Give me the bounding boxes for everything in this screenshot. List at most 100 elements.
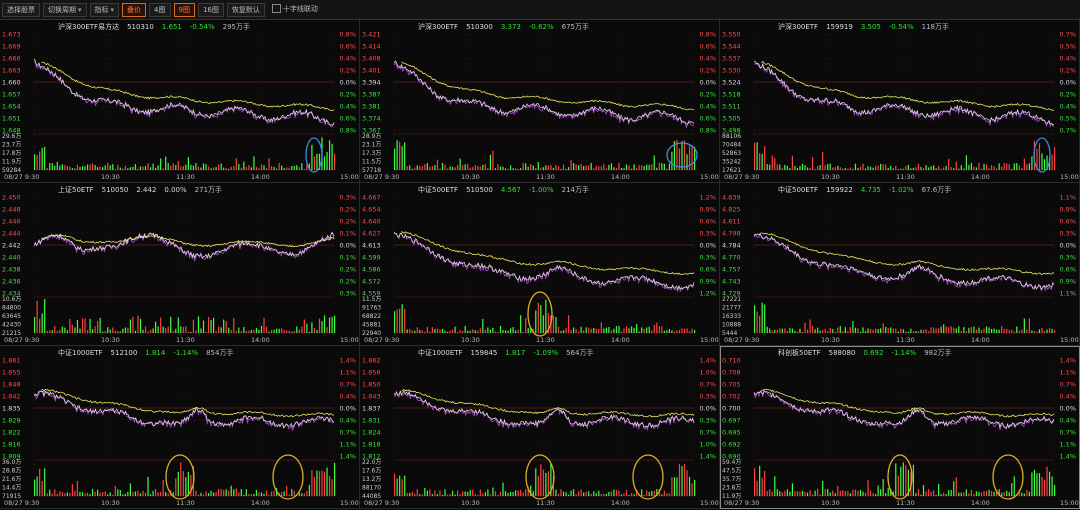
percent-tick-label: 0.0% (1059, 79, 1076, 87)
volume-bar (784, 490, 786, 496)
volume-bar (200, 167, 202, 170)
price-tick-label: 0.690 (722, 453, 741, 461)
volume-bar (912, 167, 915, 170)
volume-bar (240, 488, 242, 496)
volume-bar (89, 494, 91, 496)
volume-bar (935, 328, 937, 333)
volume-bar (781, 328, 783, 333)
percent-tick-label: 0.3% (699, 417, 716, 425)
volume-bar (200, 492, 202, 496)
price-tick-label: 1.809 (2, 453, 21, 461)
chart-panel-510310[interactable]: 1.673 1.669 1.666 1.663 1.660 1.657 1.654 1.651… (0, 20, 360, 183)
intraday-chart[interactable]: 2.450 2.448 2.446 2.444 2.442 2.440 2.438 2.436… (0, 183, 360, 346)
volume-bar (61, 491, 63, 496)
volume-bar (1046, 329, 1048, 333)
price-tick-label: 3.421 (362, 31, 381, 39)
price-tick-label: 1.855 (2, 369, 21, 377)
volume-bar (399, 475, 401, 496)
highlight-circle (305, 137, 323, 173)
chart-panel-510500[interactable]: 4.667 4.654 4.640 4.627 4.613 4.599 4.586 4.572… (360, 183, 720, 346)
volume-bar (902, 462, 904, 496)
volume-bar (258, 492, 260, 496)
intraday-chart[interactable]: 1.861 1.855 1.848 1.842 1.835 1.829 1.822 1.816… (0, 346, 360, 509)
intraday-chart[interactable]: 4.667 4.654 4.640 4.627 4.613 4.599 4.586 4.572… (360, 183, 720, 346)
volume-bar (152, 328, 154, 333)
toolbar-button-2[interactable]: 指标 ▾ (89, 2, 120, 17)
time-tick-label: 11:30 (176, 499, 195, 507)
volume-bar (1011, 329, 1013, 333)
volume-bar (270, 329, 273, 333)
volume-bar (331, 479, 333, 496)
volume-bar (59, 329, 61, 333)
volume-bar (175, 478, 177, 496)
volume-bar (245, 489, 247, 496)
volume-bar (283, 168, 285, 170)
volume-tick-label: 47.5万 (722, 468, 741, 475)
volume-bar (94, 165, 96, 170)
toolbar-button-0[interactable]: 选择股票 (2, 2, 40, 17)
chart-panel-159922[interactable]: 4.839 4.825 4.811 4.798 4.784 4.770 4.757 4.743… (720, 183, 1080, 346)
checkbox-icon[interactable] (271, 4, 281, 13)
intraday-chart[interactable]: 1.673 1.669 1.666 1.663 1.660 1.657 1.654 1.651… (0, 20, 360, 183)
intraday-chart[interactable]: 0.710 0.708 0.705 0.702 0.700 0.697 0.695 0.692… (720, 346, 1080, 509)
toolbar-button-7[interactable]: 恢复默认 (226, 2, 265, 17)
toolbar-button-1[interactable]: 切换周期 ▾ (43, 2, 87, 17)
volume-bar (686, 470, 688, 496)
chart-panel-159919[interactable]: 3.550 3.544 3.537 3.530 3.524 3.518 3.511 3.505… (720, 20, 1080, 183)
volume-bar (613, 328, 615, 333)
percent-tick-label: 0.3% (1059, 254, 1076, 262)
volume-bar (190, 475, 192, 496)
volume-bar (414, 330, 416, 333)
volume-bar (769, 489, 771, 496)
chart-panel-588080[interactable]: 0.710 0.708 0.705 0.702 0.700 0.697 0.695 0.692… (720, 346, 1080, 509)
volume-bar (451, 329, 454, 333)
intraday-chart[interactable]: 4.839 4.825 4.811 4.798 4.784 4.770 4.757 4.743… (720, 183, 1080, 346)
intraday-chart[interactable]: 3.550 3.544 3.537 3.530 3.524 3.518 3.511 3.505… (720, 20, 1080, 183)
toolbar-button-4[interactable]: 4图 (149, 2, 171, 17)
volume-bar (265, 490, 268, 496)
volume-bar (970, 162, 973, 170)
toolbar-button-6[interactable]: 16图 (197, 2, 224, 17)
percent-tick-label: 0.7% (699, 381, 716, 389)
volume-bar (54, 325, 56, 333)
chart-panel-159845[interactable]: 1.862 1.856 1.850 1.843 1.837 1.831 1.824 1.818… (360, 346, 720, 509)
volume-bar (46, 493, 48, 496)
volume-bar (864, 331, 867, 333)
volume-bar (1003, 328, 1005, 333)
volume-bar (842, 330, 844, 333)
volume-bar (218, 489, 220, 496)
chart-panel-510050[interactable]: 2.450 2.448 2.446 2.444 2.442 2.440 2.438 2.436… (0, 183, 360, 346)
volume-bar (265, 326, 268, 333)
volume-bar (515, 168, 517, 170)
percent-tick-label: 0.5% (1059, 115, 1076, 123)
volume-bar (313, 156, 316, 170)
panel-header: 中证1000ETF 159845 1.817 -1.09% 564万手 (418, 348, 601, 358)
percent-tick-label: 0.7% (1059, 31, 1076, 39)
volume-tick-label: 44085 (362, 493, 381, 500)
security-name: 中证500ETF (778, 186, 819, 194)
volume-bar (920, 166, 922, 170)
volume-bar (180, 166, 182, 170)
volume-bar (215, 492, 217, 496)
volume-bar (497, 331, 499, 333)
volume-bar (76, 480, 79, 496)
toolbar-button-5[interactable]: 9图 (173, 2, 195, 17)
volume-tick-label: 52863 (722, 150, 741, 157)
toolbar-button-8[interactable]: 十字线联动 (268, 3, 322, 17)
toolbar-button-3[interactable]: 叠价 (122, 2, 147, 17)
volume-total: 854万手 (206, 349, 234, 357)
volume-bar (804, 165, 806, 170)
volume-bar (44, 146, 46, 170)
chart-panel-510300[interactable]: 3.421 3.414 3.408 3.401 3.394 3.387 3.381 3.374… (360, 20, 720, 183)
chart-panel-512100[interactable]: 1.861 1.855 1.848 1.842 1.835 1.829 1.822 1.816… (0, 346, 360, 509)
security-name: 沪深300ETF (418, 23, 459, 31)
last-price: 3.505 (860, 23, 881, 31)
volume-bar (220, 327, 222, 333)
volume-bar (817, 166, 819, 170)
volume-bar (406, 329, 408, 333)
volume-bar (575, 164, 577, 170)
volume-tick-label: 63645 (2, 313, 21, 320)
volume-bar (905, 331, 907, 333)
intraday-chart[interactable]: 1.862 1.856 1.850 1.843 1.837 1.831 1.824 1.818… (360, 346, 720, 509)
intraday-chart[interactable]: 3.421 3.414 3.408 3.401 3.394 3.387 3.381 3.374… (360, 20, 720, 183)
